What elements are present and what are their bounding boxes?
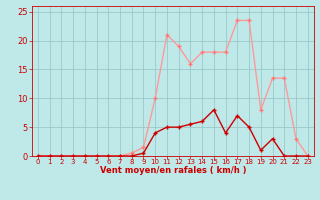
X-axis label: Vent moyen/en rafales ( km/h ): Vent moyen/en rafales ( km/h ) <box>100 166 246 175</box>
